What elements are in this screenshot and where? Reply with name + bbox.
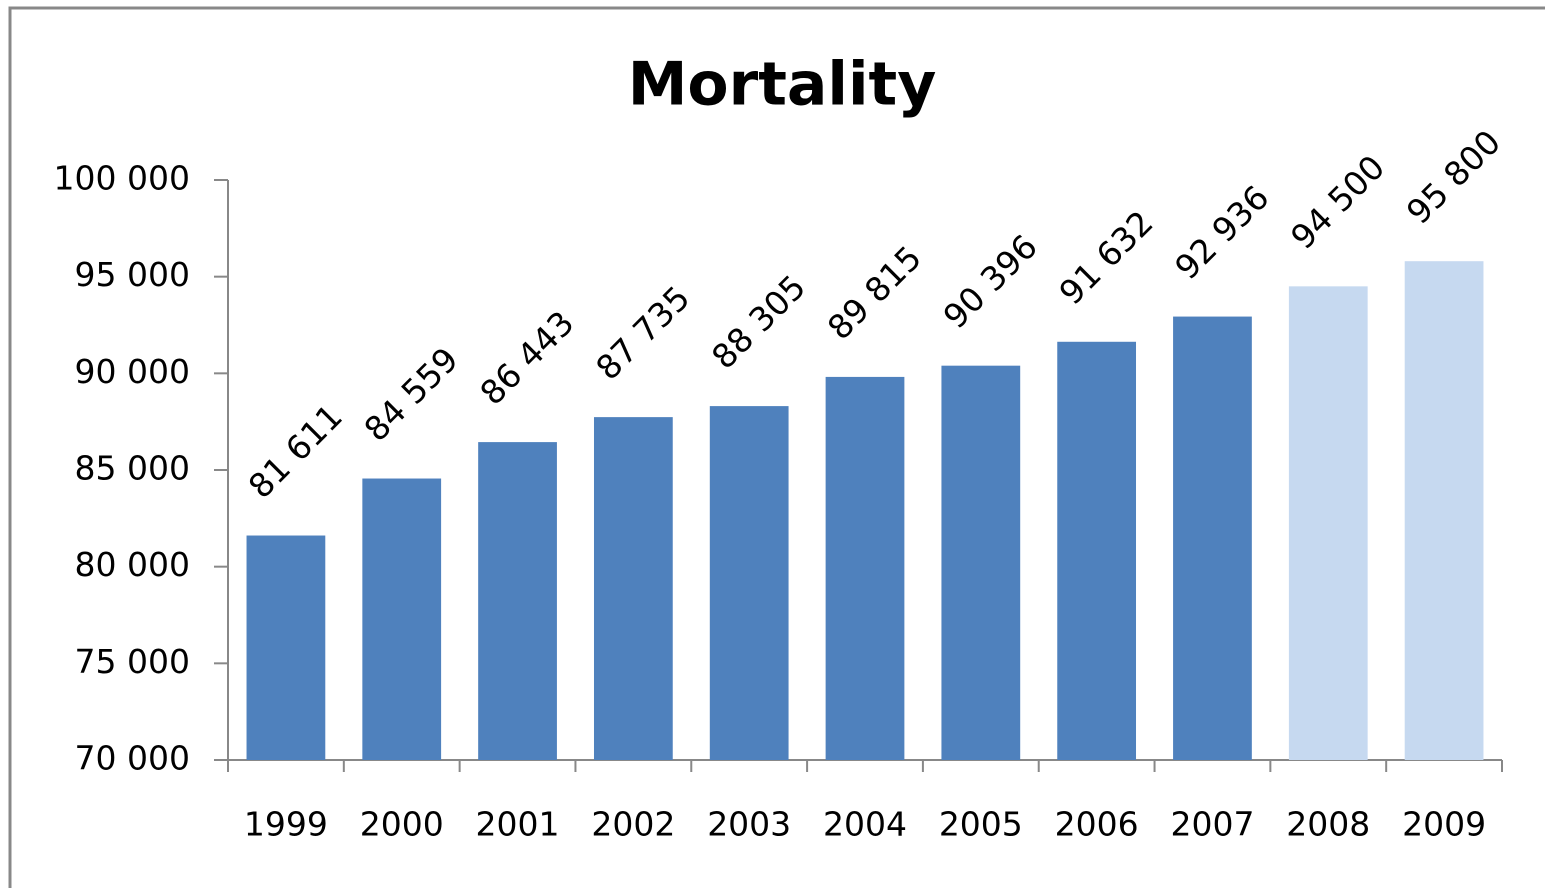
bar [1057,341,1137,760]
x-tick-label: 2001 [476,805,560,844]
y-tick-label: 70 000 [75,739,190,778]
x-tick-label: 1999 [244,805,328,844]
x-tick-label: 2000 [360,805,444,844]
y-tick-label: 95 000 [75,255,190,294]
bar [1288,286,1368,760]
x-tick-label: 2002 [591,805,675,844]
bar [593,417,673,760]
x-tick-label: 2004 [823,805,907,844]
y-tick-label: 85 000 [75,449,190,488]
x-tick-label: 2006 [1055,805,1139,844]
bar [1404,261,1484,760]
x-tick-label: 2008 [1286,805,1370,844]
bar [709,406,789,760]
y-tick-label: 80 000 [75,545,190,584]
bar [1173,316,1252,760]
bar [362,478,442,760]
y-tick-label: 90 000 [75,352,190,391]
bar [246,535,326,760]
x-tick-label: 2003 [707,805,791,844]
bar [825,376,905,760]
x-tick-label: 2005 [939,805,1023,844]
x-tick-label: 2007 [1170,805,1254,844]
chart-title: Mortality [628,50,937,120]
y-tick-label: 75 000 [75,642,190,681]
bar [941,365,1021,760]
bar [478,442,557,760]
y-tick-label: 100 000 [54,159,190,198]
x-tick-label: 2009 [1402,805,1486,844]
